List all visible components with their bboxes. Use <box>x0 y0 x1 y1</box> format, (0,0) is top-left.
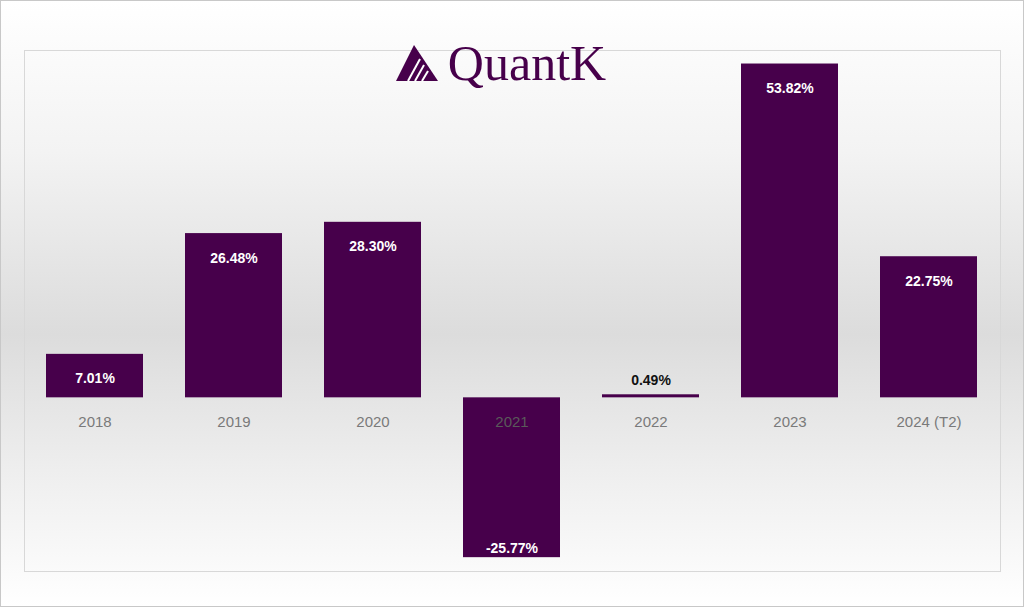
svg-text:0.49%: 0.49% <box>631 372 671 388</box>
svg-text:2020: 2020 <box>356 413 389 430</box>
svg-text:7.01%: 7.01% <box>75 370 115 386</box>
svg-text:2023: 2023 <box>773 413 806 430</box>
svg-text:28.30%: 28.30% <box>349 238 397 254</box>
svg-text:2024 (T2): 2024 (T2) <box>896 413 961 430</box>
svg-text:22.75%: 22.75% <box>905 273 953 289</box>
html-text:QuantK: QuantK <box>447 35 607 91</box>
svg-text:53.82%: 53.82% <box>766 80 814 96</box>
svg-text:2019: 2019 <box>217 413 250 430</box>
svg-text:2018: 2018 <box>78 413 111 430</box>
svg-text:-25.77%: -25.77% <box>486 540 539 556</box>
svg-text:2021: 2021 <box>495 413 528 430</box>
svg-text:26.48%: 26.48% <box>210 250 258 266</box>
svg-text:2022: 2022 <box>634 413 667 430</box>
